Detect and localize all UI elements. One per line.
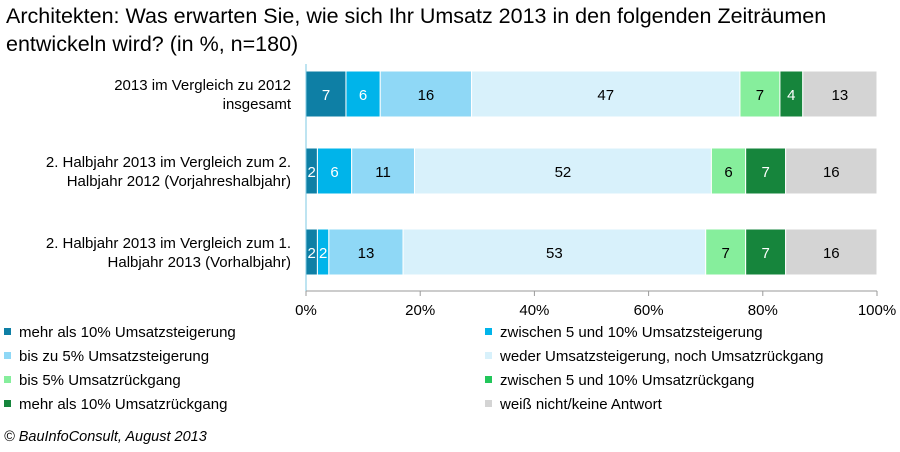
bar-segment [305,70,347,118]
legend: mehr als 10% Umsatzsteigerung zwischen 5 … [0,316,900,426]
bar-value-label: 11 [375,164,391,181]
x-tick-label: 40% [519,302,549,316]
bar-value-label: 52 [555,164,572,181]
chart-title: Architekten: Was erwarten Sie, wie sich … [6,4,827,56]
legend-item: weder Umsatzsteigerung, noch Umsatzrückg… [485,347,823,366]
x-tick-label: 0% [295,302,317,316]
bar-segment [328,228,404,276]
bar-value-label: 16 [823,164,840,181]
bar-segment [785,147,878,195]
bar-value-label: 13 [832,87,849,104]
category-label: Halbjahr 2012 (Vorjahreshalbjahr) [67,173,291,190]
bar-segment [802,70,878,118]
legend-swatch [4,328,11,335]
category-label: 2. Halbjahr 2013 im Vergleich zum 2. [46,154,291,171]
bar-value-label: 16 [823,245,840,262]
bar-value-label: 16 [418,87,435,104]
bar-value-label: 6 [330,164,338,181]
legend-item: weiß nicht/keine Antwort [485,395,662,414]
bar-segment [705,228,747,276]
bar-value-label: 7 [756,87,764,104]
x-axis: 0% 20% 40% 60% 80% 100% [295,64,896,316]
bar-value-label: 7 [722,245,730,262]
category-label: insgesamt [223,96,292,113]
legend-item: mehr als 10% Umsatzrückgang [4,395,227,414]
x-tick-label: 100% [858,302,896,316]
legend-label: zwischen 5 und 10% Umsatzsteigerung [500,324,763,341]
legend-swatch [485,376,492,383]
source-note: © BauInfoConsult, August 2013 [4,429,207,445]
bar-segment [739,70,781,118]
bar-segment [351,147,415,195]
x-tick-label: 80% [748,302,778,316]
legend-item: bis 5% Umsatzrückgang [4,371,181,390]
legend-item: zwischen 5 und 10% Umsatzsteigerung [485,323,763,342]
bar-segment [471,70,741,118]
bar-value-label: 47 [597,87,614,104]
bar-value-label: 4 [787,87,795,104]
legend-label: bis 5% Umsatzrückgang [19,372,181,389]
bars-layer: 7 6 16 47 7 4 132 6 11 52 6 7 162 2 13 53 7 7 16 [305,70,878,276]
bar-value-label: 6 [359,87,367,104]
stacked-bar-chart: 7 6 16 47 7 4 132 6 11 52 6 7 162 2 13 53 7 7 16 2013 im V… [46,64,896,316]
bar-segment [402,228,707,276]
legend-item: bis zu 5% Umsatzsteigerung [4,347,209,366]
legend-swatch [485,400,492,407]
bar-value-label: 13 [358,245,375,262]
legend-item: mehr als 10% Umsatzsteigerung [4,323,236,342]
category-label: 2013 im Vergleich zu 2012 [114,77,291,94]
bar-segment [710,147,747,195]
legend-swatch [4,400,11,407]
bar-segment [785,228,878,276]
bar-value-label: 7 [322,87,330,104]
bar-value-label: 2 [308,164,316,181]
bar-segment [413,147,712,195]
legend-label: weder Umsatzsteigerung, noch Umsatzrückg… [500,348,824,365]
bar-value-label: 7 [761,245,769,262]
bar-segment [316,147,353,195]
legend-label: mehr als 10% Umsatzsteigerung [19,324,236,341]
x-tick-label: 20% [405,302,435,316]
legend-swatch [485,328,492,335]
bar-value-label: 6 [724,164,732,181]
legend-label: bis zu 5% Umsatzsteigerung [19,348,210,365]
bar-value-label: 2 [308,245,316,262]
legend-label: mehr als 10% Umsatzrückgang [19,396,228,413]
bar-value-label: 7 [761,164,769,181]
bar-value-label: 53 [546,245,563,262]
x-tick-label: 60% [634,302,664,316]
legend-swatch [4,376,11,383]
category-label: Halbjahr 2013 (Vorhalbjahr) [108,254,291,271]
legend-swatch [485,352,492,359]
bar-value-label: 2 [319,245,327,262]
legend-label: zwischen 5 und 10% Umsatzrückgang [500,372,755,389]
category-label: 2. Halbjahr 2013 im Vergleich zum 1. [46,235,291,252]
legend-item: zwischen 5 und 10% Umsatzrückgang [485,371,754,390]
legend-swatch [4,352,11,359]
category-labels-layer: 2013 im Vergleich zu 2012 insgesamt 2. Hal… [46,77,292,271]
legend-label: weiß nicht/keine Antwort [500,396,662,413]
bar-segment [745,228,787,276]
